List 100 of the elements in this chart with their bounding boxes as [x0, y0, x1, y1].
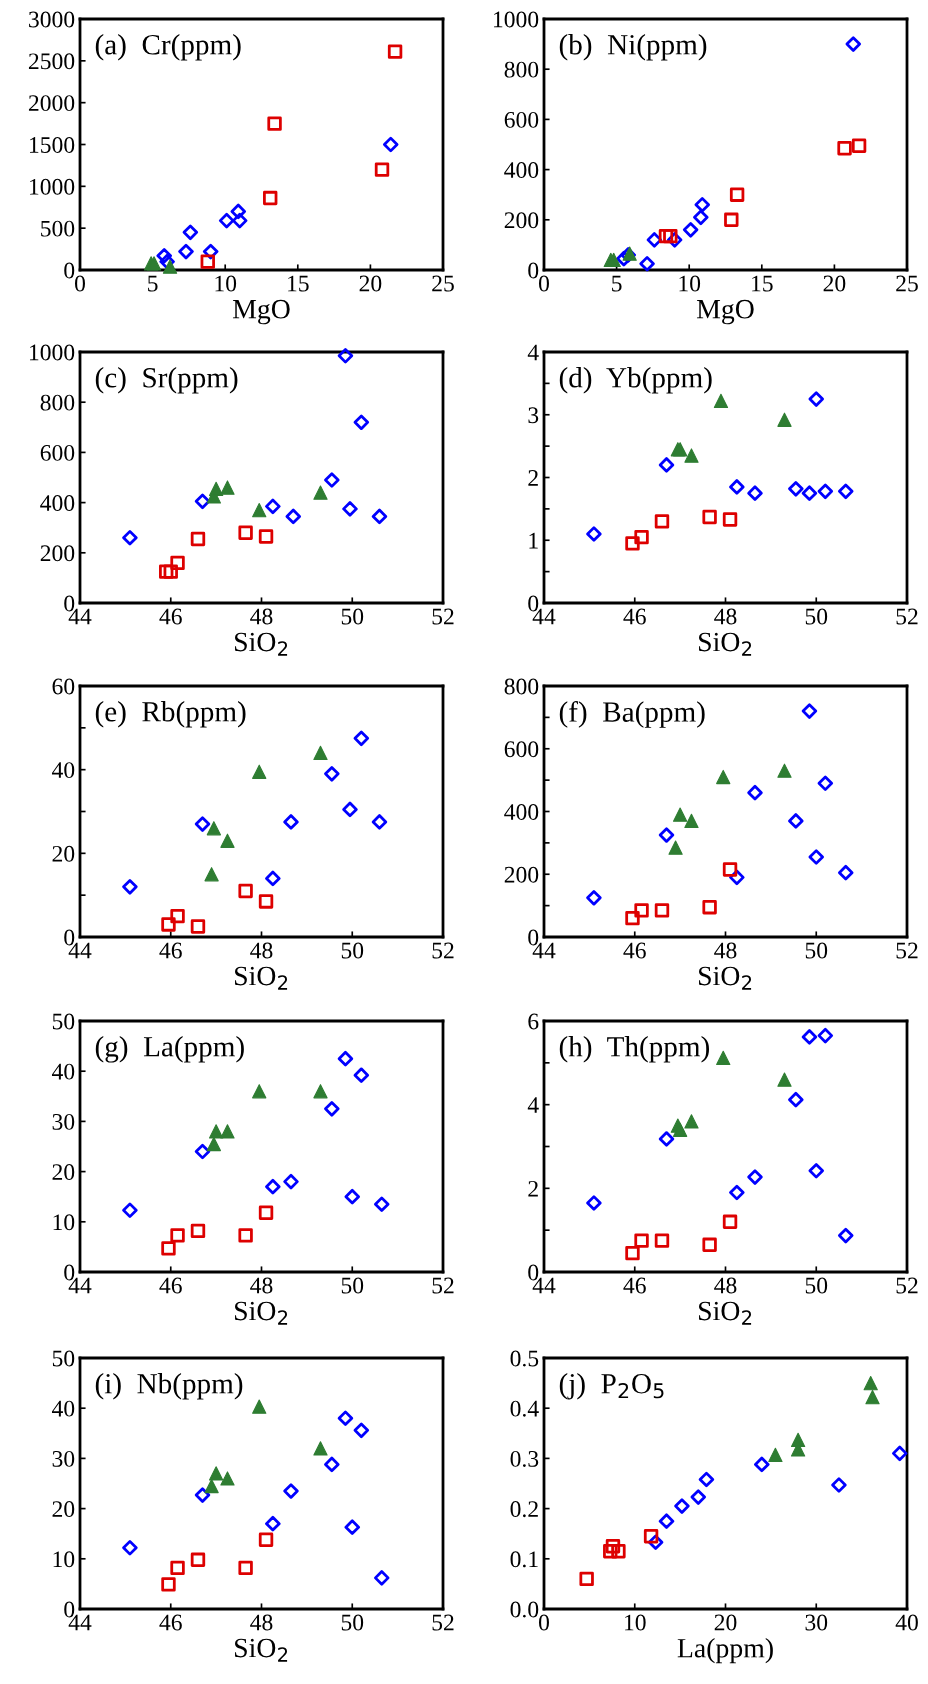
y-tick-label: 200 [504, 212, 539, 229]
y-tick-label: 4 [527, 344, 539, 361]
y-tick-label: 400 [40, 495, 75, 512]
y-tick-label: 1000 [493, 11, 539, 28]
x-axis-title: SiO$_{2}$ [235, 1638, 288, 1662]
x-tick-label: 52 [432, 1277, 454, 1294]
y-tick-label: 2 [528, 1180, 538, 1197]
y-tick-label: 200 [504, 866, 539, 883]
y-tick-label: 60 [52, 678, 75, 695]
x-tick-label: 52 [432, 608, 454, 625]
x-axis-title: SiO$_{2}$ [699, 966, 752, 990]
y-tick-label: 0 [64, 262, 75, 279]
y-tick-label: 1000 [29, 178, 75, 195]
y-tick-label: 0.4 [510, 1400, 539, 1417]
y-tick-label: 3 [528, 407, 539, 424]
x-tick-label: 30 [805, 1614, 828, 1631]
x-tick-label: 46 [159, 608, 182, 625]
x-tick-label: 25 [896, 275, 918, 292]
y-tick-label: 50 [52, 1350, 75, 1367]
x-tick-label: 48 [250, 608, 273, 625]
x-tick-label: 48 [250, 1277, 273, 1294]
x-tick-label: 48 [714, 1277, 737, 1294]
y-tick-label: 0.1 [510, 1551, 538, 1568]
x-tick-label: 50 [805, 942, 828, 959]
x-tick-label: 46 [623, 1277, 646, 1294]
y-tick-label: 600 [504, 741, 539, 758]
y-tick-label: 50 [52, 1013, 75, 1030]
y-tick-label: 30 [52, 1113, 75, 1130]
y-tick-label: 2000 [28, 95, 75, 112]
y-tick-label: 1 [529, 532, 538, 549]
y-tick-label: 1000 [29, 344, 75, 361]
x-tick-label: 48 [250, 942, 273, 959]
x-tick-label: 20 [714, 1614, 737, 1631]
y-tick-label: 0.2 [510, 1501, 538, 1518]
y-tick-label: 10 [53, 1551, 75, 1568]
y-tick-label: 20 [52, 1501, 75, 1518]
chart-title: (a) Cr(ppm) [95, 34, 241, 61]
x-tick-label: 10 [679, 275, 701, 292]
x-tick-label: 52 [432, 942, 454, 959]
x-tick-label: 52 [896, 1277, 918, 1294]
x-tick-label: 48 [714, 608, 737, 625]
y-tick-label: 0.3 [510, 1450, 539, 1467]
y-tick-label: 400 [504, 803, 539, 820]
chart-title: (i) Nb(ppm) [95, 1373, 243, 1400]
x-tick-label: 46 [623, 608, 646, 625]
x-axis-title: MgO [696, 299, 754, 325]
x-tick-label: 50 [805, 608, 828, 625]
y-tick-label: 40 [51, 1063, 75, 1080]
x-tick-label: 52 [896, 942, 918, 959]
y-tick-label: 0.0 [510, 1601, 539, 1618]
chart-title: (g) La(ppm) [95, 1036, 244, 1063]
x-tick-label: 46 [159, 1614, 182, 1631]
x-tick-label: 20 [359, 275, 382, 292]
x-axis-title: SiO$_{2}$ [235, 632, 288, 656]
chart-title: (e) Rb(ppm) [95, 701, 246, 728]
y-tick-label: 800 [504, 61, 539, 78]
x-tick-label: 50 [805, 1277, 828, 1294]
x-tick-label: 5 [148, 275, 158, 292]
y-tick-label: 0 [528, 262, 539, 279]
y-tick-label: 10 [53, 1214, 75, 1231]
x-tick-label: 50 [341, 1277, 364, 1294]
y-tick-label: 600 [40, 444, 75, 461]
x-axis-title: SiO$_{2}$ [235, 966, 288, 990]
y-tick-label: 40 [51, 762, 75, 779]
x-tick-label: 46 [159, 1277, 182, 1294]
x-tick-label: 5 [612, 275, 622, 292]
x-tick-label: 46 [623, 942, 646, 959]
y-tick-label: 20 [52, 845, 75, 862]
y-tick-label: 20 [52, 1164, 75, 1181]
y-tick-label: 500 [41, 220, 75, 237]
x-tick-label: 25 [432, 275, 454, 292]
x-axis-title: SiO$_{2}$ [699, 1301, 752, 1325]
x-tick-label: 15 [288, 275, 309, 292]
x-axis-title: MgO [232, 299, 290, 325]
x-tick-label: 52 [432, 1614, 454, 1631]
chart-title: (j) P$_{2}$O$_{5}$ [559, 1373, 664, 1400]
x-tick-label: 48 [250, 1614, 273, 1631]
x-tick-label: 46 [159, 942, 182, 959]
x-tick-label: 15 [752, 275, 773, 292]
y-tick-label: 1500 [29, 136, 75, 153]
x-tick-label: 10 [215, 275, 237, 292]
chart-title: (b) Ni(ppm) [559, 34, 707, 61]
chart-title: (h) Th(ppm) [559, 1036, 709, 1063]
chart-title: (c) Sr(ppm) [95, 367, 238, 394]
x-tick-label: 50 [341, 608, 364, 625]
x-axis-title: SiO$_{2}$ [699, 632, 752, 656]
x-axis-title: SiO$_{2}$ [235, 1301, 288, 1325]
y-tick-label: 200 [40, 545, 75, 562]
x-axis-title: La(ppm) [677, 1638, 773, 1664]
x-tick-label: 50 [341, 942, 364, 959]
y-tick-label: 3000 [29, 11, 75, 28]
y-tick-label: 4 [527, 1097, 539, 1113]
y-tick-label: 2 [528, 470, 538, 486]
x-tick-label: 40 [895, 1614, 918, 1631]
y-tick-label: 400 [504, 162, 539, 179]
y-tick-label: 800 [504, 678, 539, 695]
y-tick-label: 30 [52, 1450, 75, 1467]
x-tick-label: 50 [341, 1614, 364, 1631]
y-tick-label: 2500 [28, 53, 75, 70]
y-tick-label: 40 [51, 1400, 75, 1417]
